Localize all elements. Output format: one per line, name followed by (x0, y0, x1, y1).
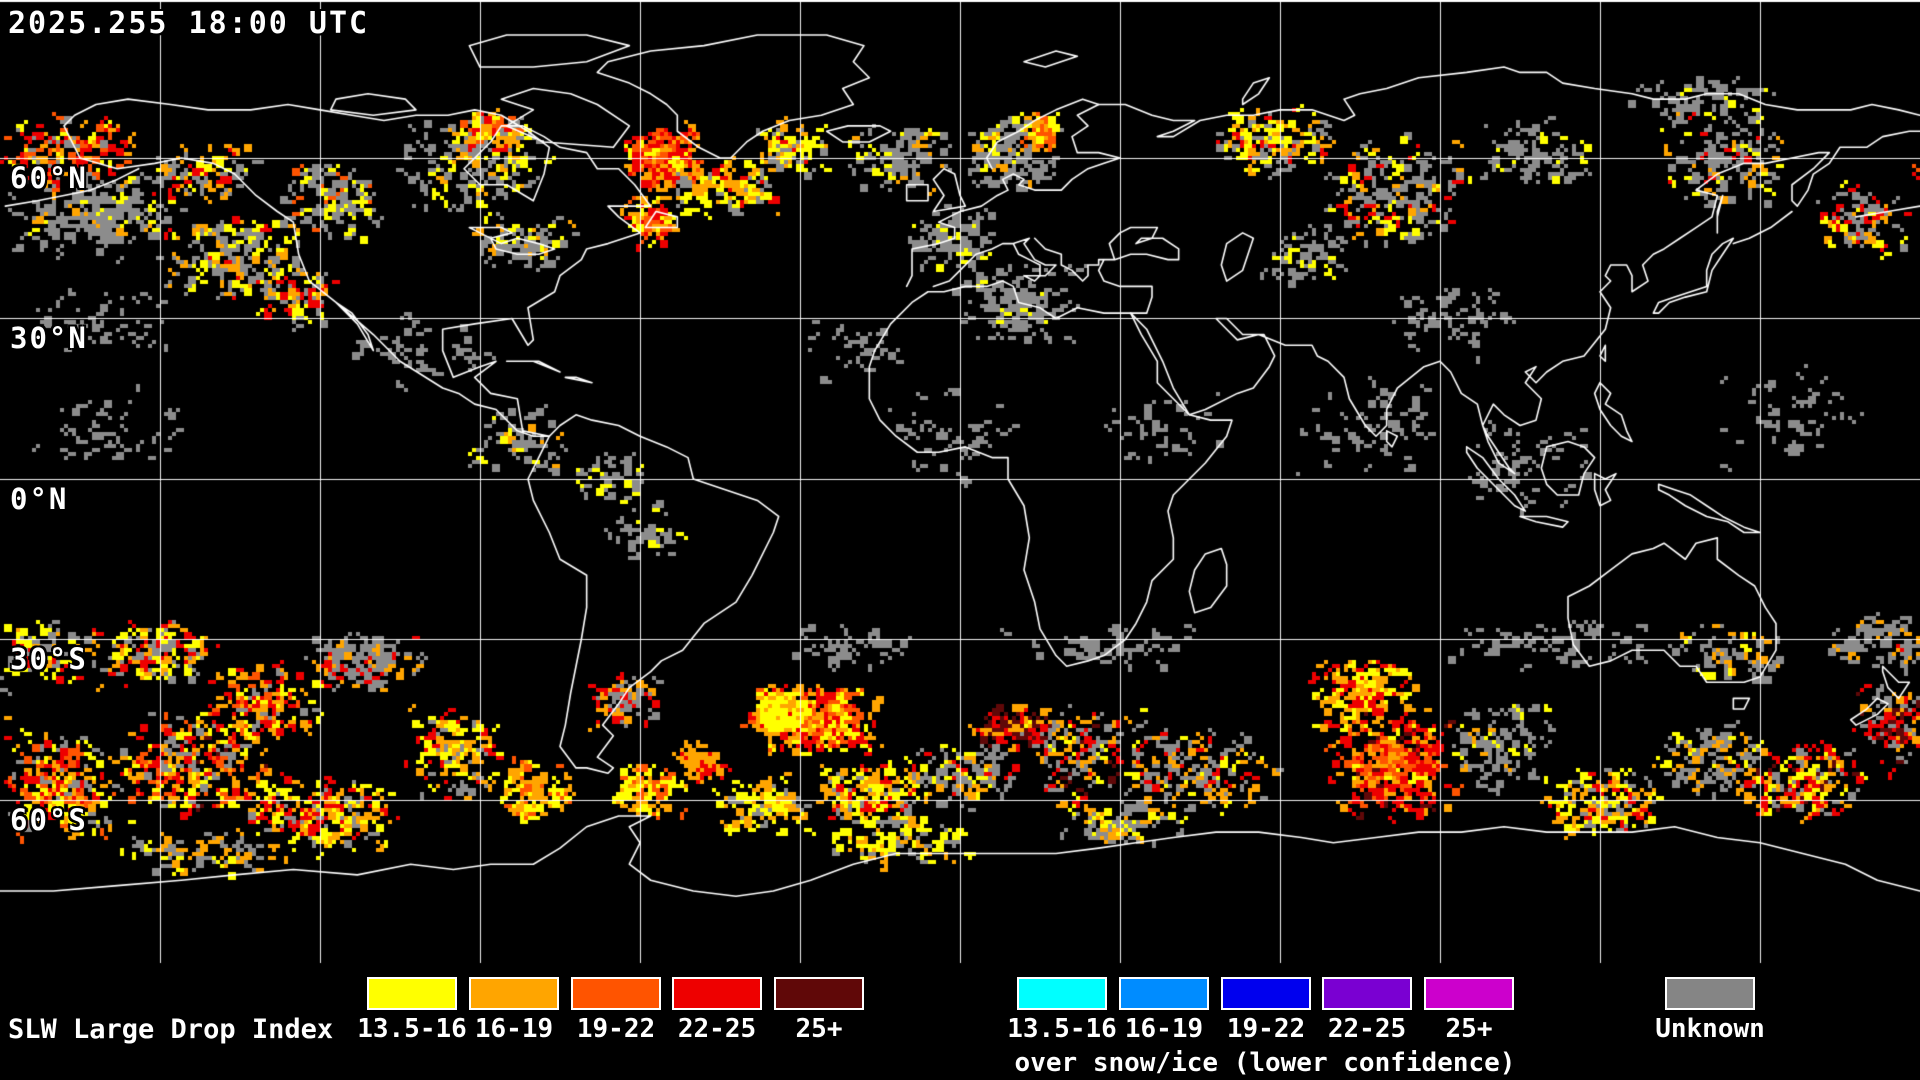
latitude-label: 30°N (10, 321, 88, 355)
legend-snow-ice-swatch-label: 19-22 (1226, 1014, 1306, 1044)
legend-snow-ice-swatch (1119, 977, 1209, 1010)
legend-liquid-swatch-label: 19-22 (576, 1014, 656, 1044)
legend-snow-ice-swatch-label: 22-25 (1327, 1014, 1407, 1044)
legend-liquid-swatch (672, 977, 762, 1010)
legend-liquid-swatch (571, 977, 661, 1010)
legend-liquid-swatch-label: 13.5-16 (357, 1014, 467, 1044)
latitude-label: 60°S (10, 803, 88, 837)
latitude-label: 30°S (10, 642, 88, 676)
legend-liquid-swatch (774, 977, 864, 1010)
legend-snow-ice-caption: over snow/ice (lower confidence) (1014, 1048, 1516, 1078)
legend-snow-ice-swatch (1322, 977, 1412, 1010)
legend-snow-ice-swatch (1424, 977, 1514, 1010)
legend-snow-ice-swatch (1221, 977, 1311, 1010)
legend-snow-ice-swatch-label: 25+ (1445, 1014, 1493, 1044)
latitude-label: 0°N (10, 482, 69, 516)
timestamp: 2025.255 18:00 UTC (8, 6, 370, 41)
legend-snow-ice-swatch-label: 13.5-16 (1007, 1014, 1117, 1044)
legend-liquid-swatch-label: 22-25 (677, 1014, 757, 1044)
legend-unknown-label: Unknown (1655, 1014, 1765, 1044)
legend-liquid-swatch-label: 25+ (795, 1014, 843, 1044)
legend-title: SLW Large Drop Index (8, 1014, 334, 1045)
legend-snow-ice-swatch-label: 16-19 (1124, 1014, 1204, 1044)
latitude-label: 60°N (10, 161, 88, 195)
legend-liquid-swatch (367, 977, 457, 1010)
legend-liquid-swatch-label: 16-19 (474, 1014, 554, 1044)
legend-snow-ice-swatch (1017, 977, 1107, 1010)
legend-unknown-swatch (1665, 977, 1755, 1010)
legend-liquid-swatch (469, 977, 559, 1010)
